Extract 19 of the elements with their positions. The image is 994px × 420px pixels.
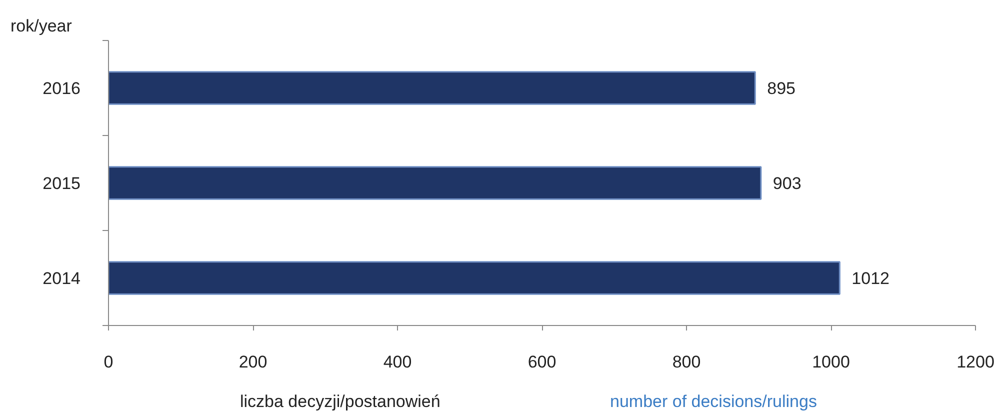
bar	[108, 261, 840, 295]
y-axis-title: rok/year	[10, 16, 72, 36]
data-label: 1012	[852, 269, 890, 288]
x-tick-label: 800	[672, 352, 701, 372]
text: number of decisions/rulings	[610, 391, 817, 413]
x-tick-label: 600	[528, 352, 556, 372]
x-tick-label: 1000	[812, 352, 850, 372]
x-tick-label: 200	[238, 352, 268, 372]
y-tick-label: 2015	[42, 174, 81, 193]
x-tick-label: 1200	[956, 352, 994, 372]
bar	[108, 71, 756, 105]
bar	[108, 166, 762, 200]
x-tick-label: 400	[383, 352, 412, 372]
y-tick-label: 2016	[42, 79, 81, 98]
x-axis-title: liczba decyzji/postanowień	[240, 391, 440, 413]
data-label: 895	[767, 79, 796, 98]
x-tick-label: 0	[104, 352, 114, 372]
y-tick-label: 2014	[42, 269, 81, 288]
data-label: 903	[772, 174, 802, 193]
